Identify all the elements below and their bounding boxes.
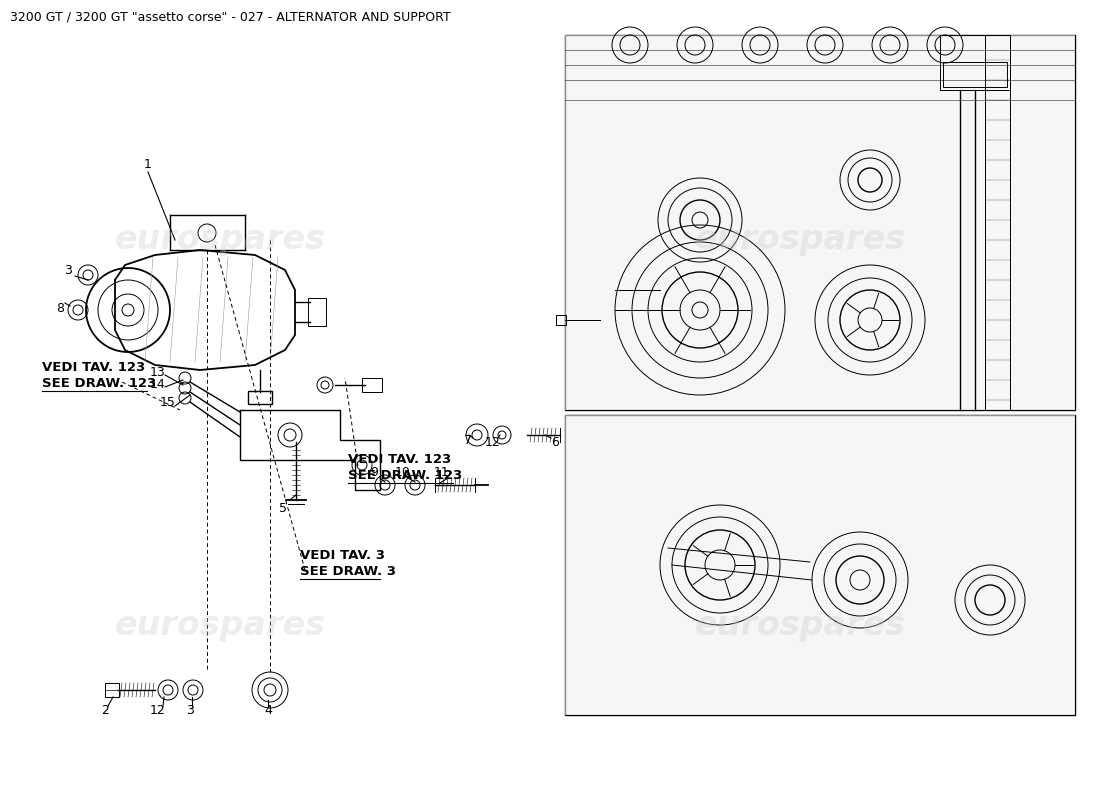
Text: 9: 9	[370, 466, 378, 479]
Text: 12: 12	[150, 703, 166, 717]
Bar	[943, 62, 1006, 87]
Bar	[565, 35, 1075, 410]
Text: SEE DRAW. 123: SEE DRAW. 123	[348, 469, 462, 482]
Text: 7: 7	[464, 434, 472, 446]
Text: 3200 GT / 3200 GT "assetto corse" - 027 - ALTERNATOR AND SUPPORT: 3200 GT / 3200 GT "assetto corse" - 027 …	[10, 10, 451, 23]
Text: 13: 13	[150, 366, 166, 378]
Bar	[104, 683, 119, 697]
Bar	[565, 415, 1075, 715]
Text: eurospares: eurospares	[114, 223, 326, 257]
Text: 5: 5	[279, 502, 287, 514]
Text: 10: 10	[395, 466, 411, 479]
Text: VEDI TAV. 3: VEDI TAV. 3	[300, 549, 385, 562]
Text: 14: 14	[150, 378, 166, 390]
Text: 15: 15	[161, 395, 176, 409]
Bar	[940, 35, 1010, 90]
Text: 12: 12	[485, 435, 501, 449]
Bar	[248, 391, 272, 404]
Bar	[362, 378, 382, 392]
Text: 1: 1	[144, 158, 152, 171]
Bar	[308, 298, 326, 326]
Text: 6: 6	[551, 435, 559, 449]
Text: eurospares: eurospares	[694, 223, 905, 257]
Text: SEE DRAW. 123: SEE DRAW. 123	[42, 377, 156, 390]
Text: VEDI TAV. 123: VEDI TAV. 123	[348, 453, 451, 466]
Bar	[565, 35, 1075, 410]
Text: 3: 3	[186, 703, 194, 717]
Text: SEE DRAW. 3: SEE DRAW. 3	[300, 565, 396, 578]
Text: 8: 8	[56, 302, 64, 314]
Text: eurospares: eurospares	[694, 609, 905, 642]
Text: eurospares: eurospares	[114, 609, 326, 642]
Text: 3: 3	[64, 263, 72, 277]
Text: 2: 2	[101, 703, 109, 717]
Text: 11: 11	[434, 466, 450, 479]
Text: VEDI TAV. 123: VEDI TAV. 123	[42, 361, 145, 374]
Bar	[565, 415, 1075, 715]
Bar	[556, 315, 566, 325]
Text: 4: 4	[264, 703, 272, 717]
